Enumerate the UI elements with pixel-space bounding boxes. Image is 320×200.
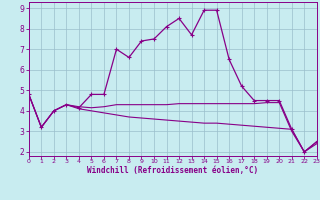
X-axis label: Windchill (Refroidissement éolien,°C): Windchill (Refroidissement éolien,°C) [87,166,258,175]
